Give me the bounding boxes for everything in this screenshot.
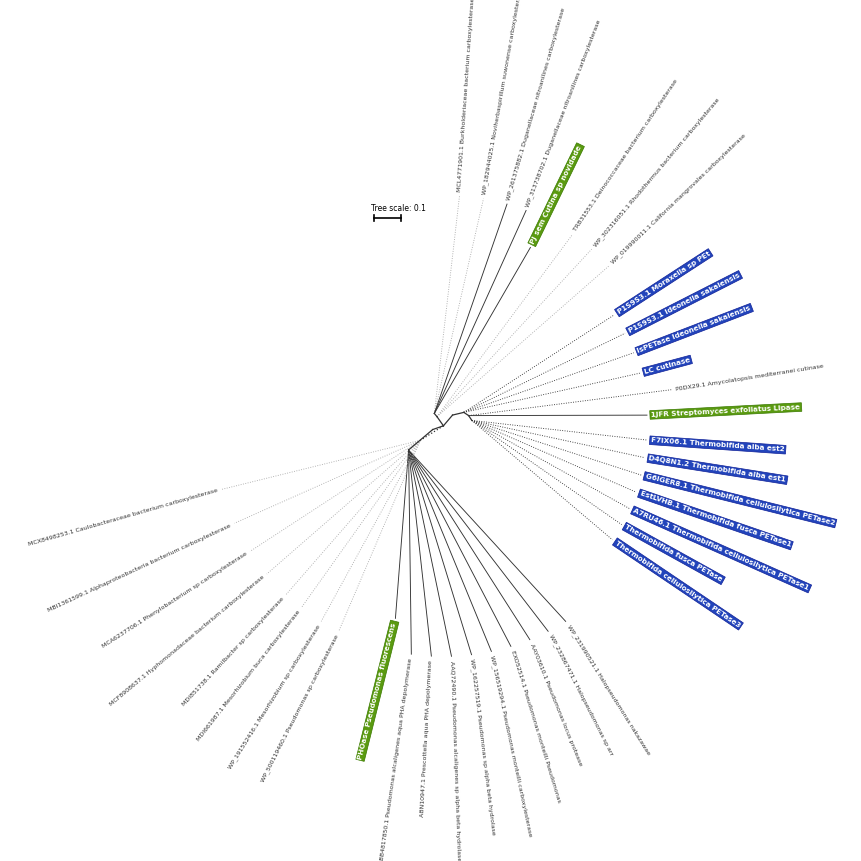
Text: WP_313738702.1 Duganellaceae nitroanilines carboxylesterase: WP_313738702.1 Duganellaceae nitroanilin… [525,18,602,208]
Text: Thermobifida cellulosilytica PETase3: Thermobifida cellulosilytica PETase3 [614,540,741,629]
Text: D4Q8N1.2 Thermobifida alba est1: D4Q8N1.2 Thermobifida alba est1 [648,455,786,483]
Text: WP_191552416.1 Mesorhizobium sp carboxylesterase: WP_191552416.1 Mesorhizobium sp carboxyl… [227,623,321,770]
Text: P1S9S3.1 Moraxella sp PEt: P1S9S3.1 Moraxella sp PEt [616,251,711,315]
Text: WP_156519294.1 Pseudomonas monteilli carboxylesterase: WP_156519294.1 Pseudomonas monteilli car… [490,655,534,837]
Text: WP_182944025.1 Noviherbaspirillum suwonense carboxylesterase: WP_182944025.1 Noviherbaspirillum suwone… [481,0,523,195]
Text: 1JFR Streptomyces exfoliatus Lipase: 1JFR Streptomyces exfoliatus Lipase [651,404,801,418]
Text: AAQ72490.1 Pseudomonas alcaligenes sp alpha beta hydrolase: AAQ72490.1 Pseudomonas alcaligenes sp al… [449,660,461,861]
Text: LC cutinase: LC cutinase [644,356,691,375]
Text: IsPETase Ideonella sakaiensis: IsPETase Ideonella sakaiensis [636,305,752,354]
Text: F7IX06.1 Thermobifida alba est2: F7IX06.1 Thermobifida alba est2 [651,437,784,453]
Text: Tree scale: 0.1: Tree scale: 0.1 [371,204,426,213]
Text: Thermobifida fusca PETase: Thermobifida fusca PETase [624,524,723,583]
Text: WP_162257519.1 Pseudomonas sp alpha beta hydrolase: WP_162257519.1 Pseudomonas sp alpha beta… [469,659,497,835]
Text: MCA6237706.1 Phenylobacterium sp carboxylesterase: MCA6237706.1 Phenylobacterium sp carboxy… [101,552,248,649]
Text: MCL4771901.1 Burkholderiaceae bacterium carboxylesterase: MCL4771901.1 Burkholderiaceae bacterium … [457,0,476,192]
Text: WP_019990011.1 California mangrovales carboxylesterase: WP_019990011.1 California mangrovales ca… [610,133,747,264]
Text: P0DX29.1 Amycolatopsis mediterranei cutinase: P0DX29.1 Amycolatopsis mediterranei cuti… [675,363,824,392]
Text: A7RU46.1 Thermobifida cellulosilytica PETase1: A7RU46.1 Thermobifida cellulosilytica PE… [632,508,810,592]
Text: WP_231990521.1 Halopseudomonas nakazawae: WP_231990521.1 Halopseudomonas nakazawae [566,623,651,755]
Text: EstLVHB.1 Thermobifida fusca PETase1: EstLVHB.1 Thermobifida fusca PETase1 [639,491,791,548]
Text: MBB4817850.1 Pseudomonas alcaligenes aqua PHA depolymerase: MBB4817850.1 Pseudomonas alcaligenes aqu… [379,658,413,861]
Text: TRB31553.1 Deinococcaceae bacterium carboxylesterase: TRB31553.1 Deinococcaceae bacterium carb… [573,79,678,232]
Text: WP_500119460.1 Pseudomonas sp carboxylesterase: WP_500119460.1 Pseudomonas sp carboxyles… [259,634,339,784]
Text: PJ sem Cutina sp novidade: PJ sem Cutina sp novidade [530,145,583,245]
Text: G6IGER8.1 Thermobifida cellulosilytica PETase2: G6IGER8.1 Thermobifida cellulosilytica P… [645,474,835,526]
Text: MDI661987.1 Mesorhizobium buca carboxylesterase: MDI661987.1 Mesorhizobium buca carboxyle… [195,610,300,742]
Text: EXO52514.1 Pseudomonas monteilli Pseudomonas: EXO52514.1 Pseudomonas monteilli Pseudom… [510,650,561,803]
Text: WP_261375882.1 Duganellaceae nitroanilines carboxylesterase: WP_261375882.1 Duganellaceae nitroanilin… [505,7,566,201]
Text: MCF8908637.1 Hyphomonadaceae bacterium carboxylesterase: MCF8908637.1 Hyphomonadaceae bacterium c… [108,575,265,708]
Text: WP_302316051.1 Rhodothermus bacterium carboxylesterase: WP_302316051.1 Rhodothermus bacterium ca… [592,96,721,248]
Text: WP_232867471.1 Halopseudomonas sp arr: WP_232867471.1 Halopseudomonas sp arr [548,634,614,757]
Text: MBI1361599.1 Alphaproteobacteria bacterium carboxylesterase: MBI1361599.1 Alphaproteobacteria bacteri… [46,523,232,612]
Text: MDI851738.1 Ramilbacter sp carboxylesterase: MDI851738.1 Ramilbacter sp carboxylester… [182,596,285,707]
Text: ABN10947.1 Prescottella aqua PHA depolymerase: ABN10947.1 Prescottella aqua PHA depolym… [420,660,434,817]
Text: P1S9S3.1 Ideonella sakaiensis: P1S9S3.1 Ideonella sakaiensis [628,272,740,334]
Text: AAY03610.1 Pseudomonas locus protease: AAY03610.1 Pseudomonas locus protease [530,642,583,766]
Text: MCX8498253.1 Caulobacteraceae bacterium carboxylesterase: MCX8498253.1 Caulobacteraceae bacterium … [28,488,219,548]
Text: PHOase Pseudomonas fluorescens: PHOase Pseudomonas fluorescens [357,622,397,759]
